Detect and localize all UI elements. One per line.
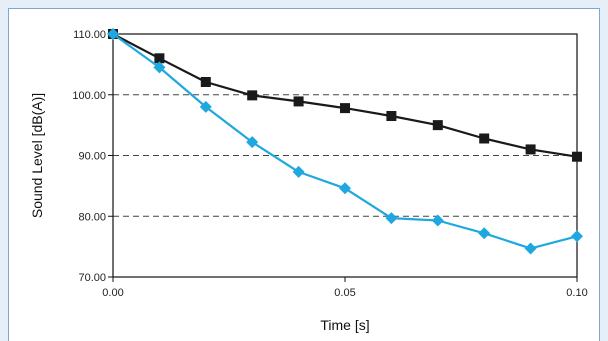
data-point-diamond [431,214,444,227]
data-point-diamond [107,28,119,40]
data-point-diamond [524,242,537,255]
x-axis-title: Time [s] [320,317,369,333]
data-point-square [200,76,211,87]
data-point-square [432,120,443,131]
y-tick-label: 80.00 [78,211,106,223]
y-tick-label: 90.00 [78,151,106,163]
data-point-square [340,103,350,114]
axis-ticks: 70.00 80.00 90.00 100.00 110.00 0.00 0.05 0.10 [72,29,587,299]
data-point-square [386,111,397,122]
data-point-diamond [339,182,351,195]
y-tick-label: 110.00 [73,29,106,41]
x-tick-label: 0.10 [566,287,587,299]
series-2 [107,28,583,255]
data-point-square [154,53,165,64]
data-point-diamond [246,136,259,149]
data-point-diamond [478,227,491,240]
x-tick-label: 0.05 [334,287,355,299]
y-tick-label: 100.00 [72,90,106,102]
data-point-square [247,90,258,101]
series-1 [108,29,582,162]
data-point-square [572,151,582,162]
data-point-square [525,144,536,155]
data-point-diamond [292,165,305,178]
data-point-square [479,133,490,144]
x-tick-label: 0.00 [102,287,123,299]
series-1-line [112,33,578,158]
series [107,28,583,255]
data-point-diamond [385,212,398,225]
data-point-diamond [199,100,212,113]
y-tick-label: 70.00 [78,272,106,284]
data-point-diamond [153,61,166,74]
gridlines [113,94,577,217]
data-point-square [293,96,304,107]
data-point-diamond [571,230,583,243]
y-axis-title: Sound Level [dB(A)] [29,93,45,218]
